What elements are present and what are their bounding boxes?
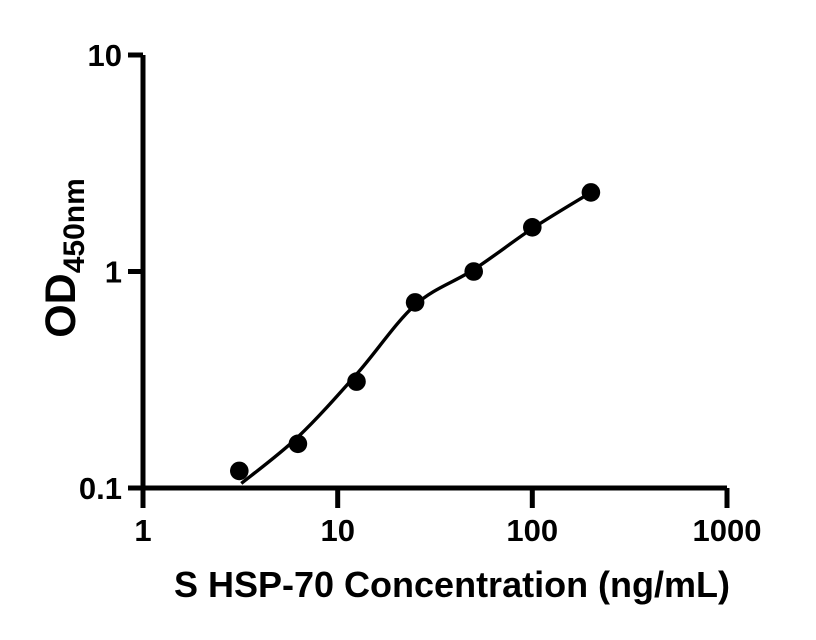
y-tick-label: 1 — [105, 255, 122, 290]
data-point — [288, 434, 308, 454]
data-point — [230, 461, 249, 481]
x-tick-label: 1000 — [693, 513, 762, 548]
x-tick-label: 1 — [134, 513, 151, 548]
axis-spine — [140, 55, 727, 491]
y-axis-title-main: OD — [37, 273, 85, 338]
data-point — [347, 372, 366, 391]
data-point — [523, 218, 542, 237]
y-tick-label: 0.1 — [79, 471, 122, 506]
y-tick-label: 10 — [88, 38, 122, 73]
plot-render-layer: 1 10 100 1000 0.1 1 10 — [79, 38, 762, 548]
x-tick-label: 100 — [506, 513, 558, 548]
data-point — [464, 262, 484, 281]
x-tick-label: 10 — [320, 513, 354, 548]
y-axis-title: OD450nm — [37, 178, 91, 338]
data-point — [405, 293, 425, 312]
data-point — [581, 183, 601, 202]
x-axis-title: S HSP-70 Concentration (ng/mL) — [174, 564, 730, 605]
y-axis-title-subscript: 450nm — [58, 178, 91, 273]
